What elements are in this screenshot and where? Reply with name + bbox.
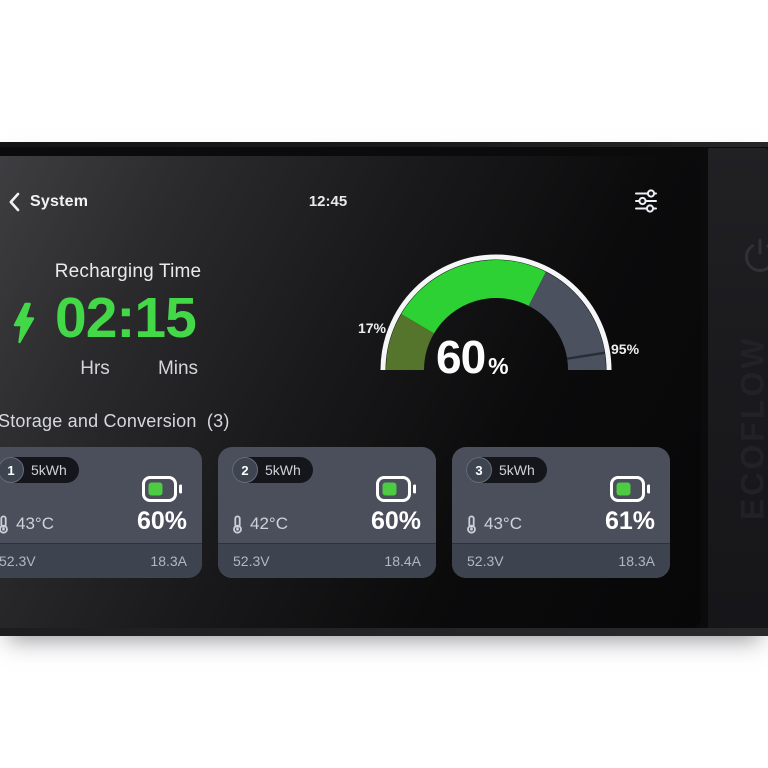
gauge-low-segment	[386, 314, 435, 371]
battery-capacity: 5kWh	[499, 462, 535, 478]
battery-number: 1	[0, 457, 24, 483]
gauge-min-label: 17%	[357, 320, 386, 336]
sliders-icon	[635, 189, 657, 213]
gauge-value: 60 %	[436, 334, 509, 380]
hours-label: Hrs	[80, 358, 110, 379]
soc-percent: 61%	[604, 507, 655, 535]
status-clock: 12:45	[308, 193, 348, 210]
soc-percent: 60%	[136, 507, 187, 535]
battery-card-1[interactable]: 1 5kWh 60%	[0, 447, 202, 578]
card-footer: 52.3V 18.3A	[0, 543, 202, 578]
settings-sliders-button[interactable]	[633, 188, 659, 214]
recharging-time-value: 02:15	[55, 286, 197, 350]
current-value: 18.3A	[150, 553, 187, 569]
gauge-rest-segment	[528, 271, 606, 371]
temperature-row: 42°C	[231, 514, 288, 534]
section-title: Storage and Conversion (3)	[0, 411, 230, 431]
battery-card-2[interactable]: 2 5kWh 60%	[218, 447, 436, 578]
voltage-value: 52.3V	[233, 553, 270, 569]
battery-badge: 3 5kWh	[466, 457, 547, 483]
battery-number: 3	[466, 457, 492, 483]
minutes-label: Mins	[157, 358, 199, 379]
voltage-value: 52.3V	[467, 553, 504, 569]
battery-number: 2	[232, 457, 258, 483]
battery-icon	[141, 476, 182, 502]
battery-icon	[375, 476, 416, 502]
thermometer-icon	[0, 514, 8, 534]
battery-card-3[interactable]: 3 5kWh 61%	[452, 447, 670, 578]
battery-cards-row: 1 5kWh 60%	[0, 447, 670, 578]
temperature-row: 43°C	[0, 514, 54, 534]
battery-badge: 1 5kWh	[0, 457, 79, 483]
soc-column: 60%	[137, 476, 187, 536]
power-button[interactable]	[741, 236, 768, 274]
temperature-row: 43°C	[465, 514, 522, 534]
temperature-value: 42°C	[250, 514, 288, 533]
current-value: 18.4A	[384, 553, 421, 569]
recharging-time-title: Recharging Time	[54, 261, 202, 282]
current-value: 18.3A	[618, 553, 655, 569]
device-screen: System 12:45 Rechar	[0, 156, 701, 628]
gauge-value-number: 60	[436, 331, 486, 383]
ecoflow-device: System 12:45 Rechar	[0, 142, 768, 636]
chevron-left-icon	[9, 192, 20, 212]
page-title: System	[30, 193, 89, 210]
gauge-max-label: 95%	[611, 341, 640, 357]
device-side-panel: ECOFLOW	[708, 148, 768, 629]
charging-bolt-icon	[12, 302, 36, 349]
device-bottom-edge	[0, 628, 768, 636]
soc-percent: 60%	[370, 507, 421, 535]
gauge-value-segment	[401, 260, 546, 334]
power-icon	[745, 238, 768, 272]
battery-icon	[609, 476, 650, 502]
voltage-value: 52.3V	[0, 553, 36, 569]
battery-gauge	[380, 254, 612, 371]
battery-capacity: 5kWh	[31, 462, 67, 478]
soc-column: 60%	[371, 476, 421, 536]
card-footer: 52.3V 18.4A	[218, 543, 436, 578]
card-footer: 52.3V 18.3A	[452, 543, 670, 578]
temperature-value: 43°C	[484, 514, 522, 533]
battery-badge: 2 5kWh	[232, 457, 313, 483]
soc-column: 61%	[605, 476, 655, 536]
thermometer-icon	[467, 514, 476, 534]
battery-capacity: 5kWh	[265, 462, 301, 478]
back-button[interactable]: System	[8, 192, 88, 212]
temperature-value: 43°C	[16, 514, 54, 533]
thermometer-icon	[233, 514, 242, 534]
gauge-value-unit: %	[488, 353, 509, 379]
gauge-charge-limit-tick	[566, 351, 605, 360]
device-top-edge	[0, 142, 768, 147]
